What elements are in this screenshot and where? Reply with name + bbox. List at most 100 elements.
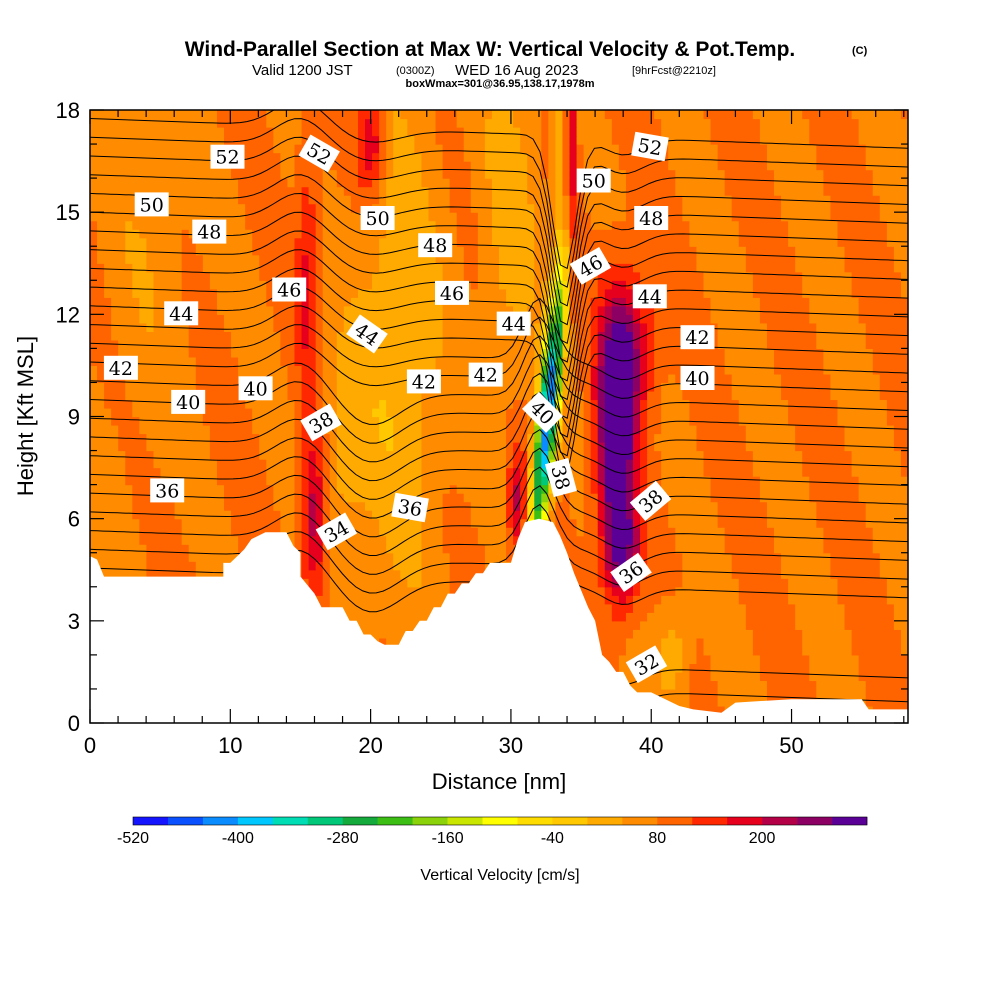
velocity-cell [350, 586, 359, 596]
velocity-cell [562, 518, 571, 528]
velocity-cell [231, 425, 239, 435]
velocity-cell [830, 654, 839, 664]
velocity-cell [329, 569, 338, 579]
velocity-cell [752, 365, 761, 375]
velocity-cell [223, 433, 232, 443]
velocity-cell [703, 671, 712, 682]
velocity-cell [484, 450, 493, 460]
velocity-cell [851, 612, 860, 622]
velocity-cell [132, 442, 140, 452]
velocity-cell [188, 459, 197, 469]
velocity-cell [661, 620, 669, 630]
velocity-cell [329, 552, 338, 562]
velocity-cell [527, 459, 535, 469]
velocity-cell [816, 612, 824, 622]
velocity-cell [597, 476, 606, 486]
velocity-cell [900, 382, 908, 392]
velocity-cell [752, 552, 761, 562]
velocity-cell [209, 356, 218, 367]
velocity-cell [400, 561, 408, 571]
velocity-cell [379, 569, 387, 579]
velocity-cell [724, 373, 733, 384]
velocity-cell [717, 603, 726, 613]
velocity-cell [231, 382, 239, 392]
velocity-cell [661, 663, 669, 673]
velocity-cell [597, 450, 606, 460]
velocity-cell [216, 390, 225, 401]
velocity-cell [774, 612, 782, 622]
velocity-cell [449, 476, 458, 486]
velocity-cell [167, 569, 176, 579]
velocity-cell [513, 518, 521, 528]
velocity-cell [774, 518, 782, 528]
velocity-cell [696, 646, 705, 656]
velocity-cell [118, 552, 126, 562]
velocity-cell [280, 476, 289, 486]
velocity-cell [513, 450, 521, 460]
velocity-cell [329, 433, 338, 443]
velocity-cell [365, 365, 373, 375]
velocity-cell [400, 595, 408, 605]
velocity-cell [238, 425, 246, 435]
velocity-cell [858, 356, 867, 367]
velocity-cell [167, 356, 176, 367]
velocity-cell [696, 586, 705, 596]
velocity-cell [393, 578, 401, 588]
velocity-cell [893, 356, 902, 367]
velocity-cell [506, 501, 514, 511]
velocity-cell [611, 654, 620, 664]
velocity-cell [294, 518, 303, 528]
velocity-cell [781, 578, 789, 588]
velocity-cell [259, 356, 267, 367]
velocity-cell [576, 382, 585, 392]
velocity-cell [795, 663, 803, 673]
velocity-cell [710, 493, 719, 503]
velocity-cell [534, 365, 542, 375]
velocity-cell [266, 433, 274, 443]
velocity-cell [632, 527, 641, 537]
velocity-cell [668, 569, 676, 579]
velocity-cell [583, 493, 592, 503]
velocity-cell [590, 595, 599, 605]
velocity-cell [499, 476, 507, 486]
velocity-cell [731, 425, 740, 435]
velocity-cell [710, 450, 719, 460]
velocity-cell [844, 484, 853, 494]
velocity-cell [879, 544, 888, 554]
velocity-cell [90, 390, 98, 401]
velocity-cell [618, 586, 627, 596]
velocity-cell [597, 552, 606, 562]
velocity-cell [703, 680, 712, 690]
velocity-cell [830, 484, 839, 494]
velocity-cell [484, 433, 493, 443]
velocity-cell [879, 510, 888, 520]
velocity-cell [752, 416, 761, 426]
velocity-cell [139, 484, 148, 494]
velocity-cell [879, 356, 888, 367]
velocity-cell [104, 535, 112, 545]
velocity-cell [900, 510, 908, 520]
velocity-cell [146, 450, 155, 460]
velocity-cell [202, 552, 211, 562]
velocity-cell [682, 637, 690, 647]
velocity-cell [774, 620, 782, 630]
velocity-cell [668, 552, 676, 562]
velocity-cell [456, 544, 465, 554]
velocity-cell [336, 373, 345, 384]
velocity-cell [428, 399, 437, 409]
velocity-cell [809, 501, 817, 511]
velocity-cell [499, 399, 507, 409]
velocity-cell [879, 671, 888, 682]
velocity-cell [294, 544, 303, 554]
velocity-cell [202, 416, 211, 426]
velocity-cell [463, 476, 472, 486]
velocity-cell [372, 382, 380, 392]
velocity-cell [802, 493, 810, 503]
velocity-cell [724, 654, 733, 664]
velocity-cell [209, 535, 218, 545]
velocity-cell [160, 467, 169, 477]
velocity-cell [252, 527, 260, 537]
velocity-cell [111, 493, 119, 503]
velocity-cell [484, 476, 493, 486]
velocity-cell [731, 527, 740, 537]
